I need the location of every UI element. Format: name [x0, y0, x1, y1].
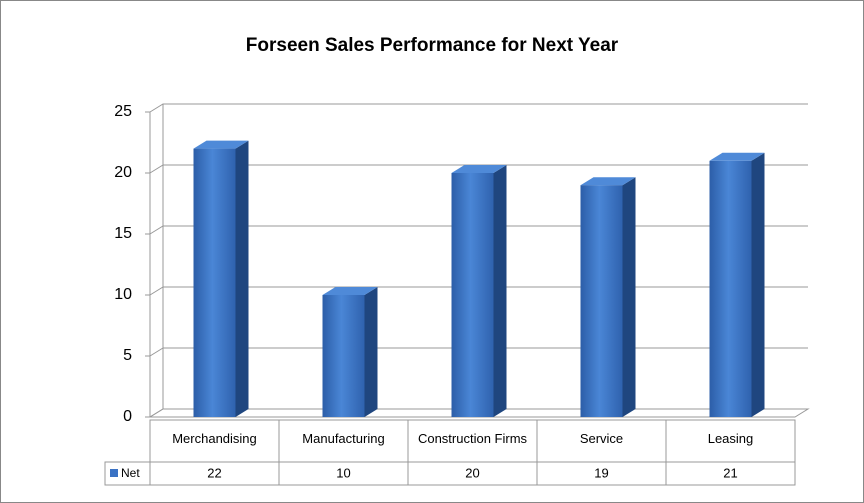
chart-title: Forseen Sales Performance for Next Year [246, 35, 619, 56]
table-value: 19 [594, 465, 608, 480]
bar-top [709, 152, 765, 161]
table-value: 22 [207, 465, 221, 480]
table-value: 10 [336, 465, 350, 480]
bar-top [451, 165, 507, 173]
x-tick-label: Manufacturing [302, 431, 385, 446]
table-border [149, 419, 796, 486]
bar [193, 148, 236, 417]
y-tick-label: 10 [114, 286, 132, 303]
bar-side [235, 140, 249, 417]
x-tick-cell: Manufacturing [302, 431, 385, 446]
bar-top [580, 177, 636, 186]
bar [580, 185, 623, 417]
table-value: 20 [465, 465, 479, 480]
bar [322, 295, 365, 417]
grid-line [149, 103, 808, 113]
x-tick-label: Merchandising [172, 431, 257, 446]
y-tick-label: 0 [123, 408, 132, 425]
x-tick-label: Leasing [707, 431, 754, 446]
grid-line [149, 164, 808, 174]
x-tick-label: Construction Firms [417, 431, 528, 446]
bar-side [493, 165, 507, 417]
y-tick-label: 25 [114, 103, 132, 120]
bar-side [622, 177, 636, 417]
x-tick-cell: Service [579, 431, 624, 446]
y-tick-label: 15 [114, 225, 132, 242]
x-tick-cell: Construction Firms [417, 431, 528, 446]
bar-side [364, 287, 378, 417]
bar-side [751, 152, 765, 418]
bar [709, 160, 752, 418]
x-tick-cell: Leasing [707, 431, 754, 446]
table-value: 21 [723, 465, 737, 480]
y-tick-label: 20 [114, 164, 132, 181]
legend-swatch [110, 469, 118, 477]
bar-top [322, 287, 378, 295]
bar-top [193, 140, 249, 149]
bar [451, 173, 494, 417]
x-tick-label: Service [579, 431, 624, 446]
table-legend-cell [104, 461, 151, 486]
y-tick-label: 5 [123, 347, 132, 364]
x-tick-cell: Merchandising [172, 431, 257, 446]
legend-label: Net [121, 466, 140, 480]
